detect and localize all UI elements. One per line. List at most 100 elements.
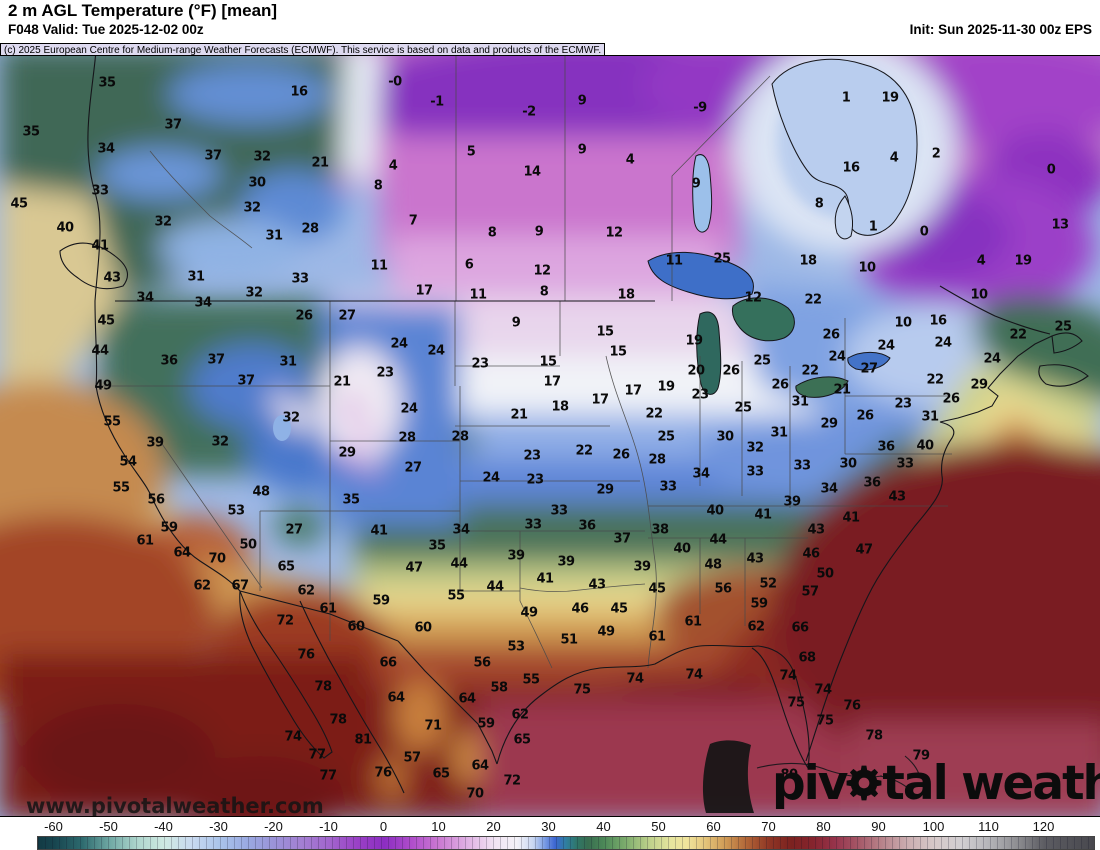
- temp-label: 39: [507, 548, 525, 564]
- temp-label: 56: [147, 492, 165, 508]
- temp-label: 8: [373, 178, 383, 194]
- temp-label: 25: [657, 429, 675, 445]
- temp-label: 47: [405, 560, 423, 576]
- temp-label: 11: [665, 253, 683, 269]
- temp-label: 59: [477, 716, 495, 732]
- temp-label: 64: [471, 758, 489, 774]
- temp-label: 30: [839, 456, 857, 472]
- temp-label: 31: [187, 269, 205, 285]
- temp-label: 45: [610, 601, 628, 617]
- temp-label: 33: [793, 458, 811, 474]
- temp-label: 24: [482, 470, 500, 486]
- temp-label: 31: [770, 425, 788, 441]
- temp-label: 43: [588, 577, 606, 593]
- temp-label: 24: [390, 336, 408, 352]
- temp-label: 41: [370, 523, 388, 539]
- temp-label: 22: [804, 292, 822, 308]
- colorbar-tick: 0: [379, 819, 388, 834]
- temp-label: 40: [916, 438, 934, 454]
- temp-label: 23: [471, 356, 489, 372]
- temp-label: 15: [609, 344, 627, 360]
- temp-label: 76: [297, 647, 315, 663]
- temp-label: 59: [372, 593, 390, 609]
- temp-label: 60: [347, 619, 365, 635]
- temp-label: 32: [154, 214, 172, 230]
- pivotalweather-logo: piv tal weather: [772, 756, 1100, 811]
- temp-label: 29: [338, 445, 356, 461]
- temp-label: 4: [889, 150, 899, 166]
- colorbar-gradient: [37, 836, 1095, 850]
- temp-label: 54: [119, 454, 137, 470]
- temp-label: 55: [112, 480, 130, 496]
- temp-label: 35: [22, 124, 40, 140]
- colorbar-tick: 100: [922, 819, 945, 834]
- temp-label: 72: [503, 773, 521, 789]
- colorbar-tick: 60: [706, 819, 721, 834]
- temp-label: 44: [450, 556, 468, 572]
- temp-label: 36: [877, 439, 895, 455]
- temp-label: 15: [596, 324, 614, 340]
- temp-label: 9: [534, 224, 544, 240]
- valid-time: F048 Valid: Tue 2025-12-02 00z: [8, 22, 204, 37]
- temp-label: 62: [193, 578, 211, 594]
- temp-label: 49: [520, 605, 538, 621]
- temp-label: 21: [333, 374, 351, 390]
- temp-label: 34: [136, 290, 154, 306]
- temp-label: 37: [164, 117, 182, 133]
- temp-label: 55: [447, 588, 465, 604]
- temp-label: 55: [103, 414, 121, 430]
- temp-label: 60: [414, 620, 432, 636]
- temp-label: 62: [297, 583, 315, 599]
- temp-label: 72: [276, 613, 294, 629]
- colorbar-tick: 20: [486, 819, 501, 834]
- temp-label: 24: [877, 338, 895, 354]
- colorbar: -60 -50 -40 -30 -20 -10 0 10 20 30 40 50 60 70 80 90 100…: [0, 817, 1100, 850]
- temp-label: 9: [577, 142, 587, 158]
- temp-label: 21: [510, 407, 528, 423]
- temp-label: 7: [408, 213, 418, 229]
- temp-label: 43: [888, 489, 906, 505]
- temp-label: 25: [753, 353, 771, 369]
- temp-label: 37: [613, 531, 631, 547]
- colorbar-tick: 10: [431, 819, 446, 834]
- temp-label: 22: [926, 372, 944, 388]
- temp-label: 78: [329, 712, 347, 728]
- temp-label: 33: [659, 479, 677, 495]
- temp-label: 44: [486, 579, 504, 595]
- temp-label: 15: [539, 354, 557, 370]
- temp-label: 40: [673, 541, 691, 557]
- temp-label: 21: [311, 155, 329, 171]
- temp-label: 6: [464, 257, 474, 273]
- temp-label: 23: [523, 448, 541, 464]
- temp-label: 33: [91, 183, 109, 199]
- temp-label: 37: [207, 352, 225, 368]
- temp-label: 37: [237, 373, 255, 389]
- temp-label: 59: [750, 596, 768, 612]
- temp-label: 24: [400, 401, 418, 417]
- temp-label: 57: [801, 584, 819, 600]
- temp-label: 78: [314, 679, 332, 695]
- temp-label: 38: [651, 522, 669, 538]
- colorbar-tick: 70: [761, 819, 776, 834]
- colorbar-tick: -40: [154, 819, 173, 834]
- temp-label: 36: [160, 353, 178, 369]
- map-canvas[interactable]: 35 16 35 37 34 37 32 21 30 33 32 45 32 28 31 40 41 43 31 33…: [0, 55, 1100, 817]
- temp-label: 24: [427, 343, 445, 359]
- page-title: 2 m AGL Temperature (°F) [mean]: [8, 1, 278, 20]
- temp-label: 44: [709, 532, 727, 548]
- temp-label: 36: [863, 475, 881, 491]
- colorbar-tick: 80: [816, 819, 831, 834]
- temp-label: 70: [208, 551, 226, 567]
- temp-label: 33: [291, 271, 309, 287]
- temp-label: 19: [685, 333, 703, 349]
- temp-label: 77: [308, 747, 326, 763]
- temp-label: 24: [828, 349, 846, 365]
- temp-label: 9: [691, 176, 701, 192]
- temp-label: 50: [239, 537, 257, 553]
- temp-label: 28: [301, 221, 319, 237]
- temp-label: 30: [716, 429, 734, 445]
- colorbar-tick: 50: [651, 819, 666, 834]
- temp-label: 10: [894, 315, 912, 331]
- temp-label: 11: [370, 258, 388, 274]
- temp-label: 23: [376, 365, 394, 381]
